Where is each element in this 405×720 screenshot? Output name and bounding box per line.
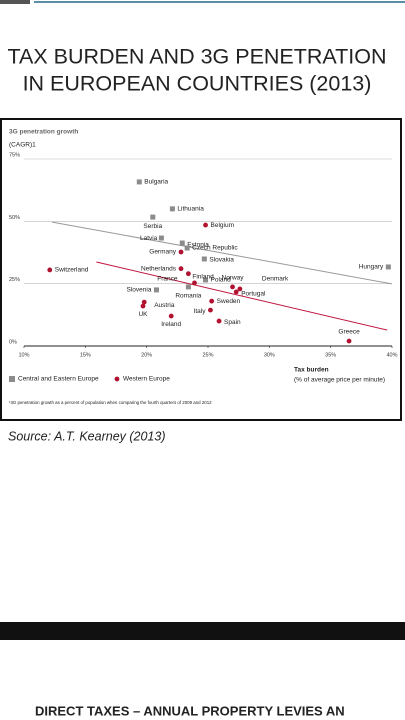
y-tick-label: 0% <box>9 339 17 345</box>
x-axis-title: Tax burden <box>294 367 329 374</box>
point-label: Spain <box>224 319 241 326</box>
point-label: Sweden <box>217 298 241 305</box>
point <box>140 303 146 309</box>
x-tick-label: 35% <box>325 352 336 358</box>
black-bar <box>0 622 405 640</box>
point-label: France <box>157 276 178 283</box>
point-label: UK <box>138 311 148 318</box>
point-label: Austria <box>154 302 175 309</box>
point-label: Slovakia <box>209 257 234 264</box>
point-label: Finland <box>192 273 214 280</box>
point <box>178 266 184 272</box>
point-label: Latvia <box>140 235 158 242</box>
point-label: Poland <box>211 277 232 284</box>
point <box>233 289 239 295</box>
point-label: Switzerland <box>55 267 89 274</box>
point-label: Germany <box>149 249 176 256</box>
x-tick-label: 25% <box>202 352 213 358</box>
top-line <box>34 1 405 3</box>
legend-marker <box>114 376 120 382</box>
point-label: Hungary <box>359 264 384 271</box>
point-label: Denmark <box>262 276 289 283</box>
point <box>158 235 164 241</box>
source: Source: A.T. Kearney (2013) <box>8 429 166 443</box>
point-label: Estonia <box>187 242 209 249</box>
chart-frame <box>0 118 402 421</box>
title-line: IN EUROPEAN COUNTRIES (2013) <box>23 72 372 96</box>
point-label: Bulgaria <box>144 179 168 186</box>
footer: DIRECT TAXES – ANNUAL PROPERTY LEVIES AN <box>35 703 345 718</box>
point <box>47 267 53 273</box>
trendline <box>96 261 388 331</box>
x-axis-title: (% of average price per minute) <box>294 377 385 384</box>
point-label: Greece <box>338 329 360 336</box>
footnote: ¹3G penetration growth as a percent of p… <box>9 400 212 405</box>
point <box>185 284 191 290</box>
chart: 3G penetration growth (CAGR)1 0% 25% 50% 75% 1… <box>9 129 398 405</box>
point-label: Romania <box>175 293 201 300</box>
y-axis-title: (CAGR)1 <box>9 142 36 149</box>
point <box>184 245 190 251</box>
point-label: Italy <box>194 308 207 315</box>
point-label: Netherlands <box>141 265 177 272</box>
y-tick-label: 50% <box>9 215 20 221</box>
point <box>203 277 209 283</box>
point <box>201 256 207 262</box>
x-tick-label: 15% <box>80 352 91 358</box>
legend-label: Central and Eastern Europe <box>18 376 99 383</box>
point-label: Ireland <box>161 321 181 328</box>
point <box>153 287 159 293</box>
point-label: Slovenia <box>127 287 152 294</box>
point <box>237 286 243 292</box>
legend-label: Western Europe <box>123 376 170 383</box>
point <box>385 264 391 270</box>
point <box>136 179 142 185</box>
point <box>141 299 147 305</box>
point <box>208 307 213 313</box>
point <box>346 338 352 344</box>
x-tick-label: 20% <box>141 352 152 358</box>
point-label: Serbia <box>143 223 162 230</box>
point-label: Lithuania <box>177 206 204 213</box>
point-label: Norway <box>222 275 245 282</box>
legend-marker <box>9 376 15 382</box>
point <box>178 249 184 255</box>
point <box>168 313 174 319</box>
top-bar <box>0 0 30 4</box>
point <box>203 222 208 228</box>
point-label: Czech Republic <box>192 245 238 252</box>
point <box>192 280 197 286</box>
point-label: Portugal <box>241 291 266 298</box>
point-label: Belgium <box>211 222 234 229</box>
title-line: TAX BURDEN AND 3G PENETRATION <box>7 45 386 69</box>
x-tick-label: 40% <box>386 352 397 358</box>
point <box>185 271 191 277</box>
point <box>216 318 222 324</box>
y-axis-title: 3G penetration growth <box>9 129 78 136</box>
trendline <box>52 221 393 285</box>
y-tick-label: 25% <box>9 277 20 283</box>
point <box>209 298 215 304</box>
y-tick-label: 75% <box>9 152 20 158</box>
point <box>230 284 235 290</box>
point <box>150 214 156 220</box>
x-tick-label: 30% <box>264 352 275 358</box>
point <box>169 206 175 212</box>
point <box>179 240 185 246</box>
x-tick-label: 10% <box>18 352 29 358</box>
